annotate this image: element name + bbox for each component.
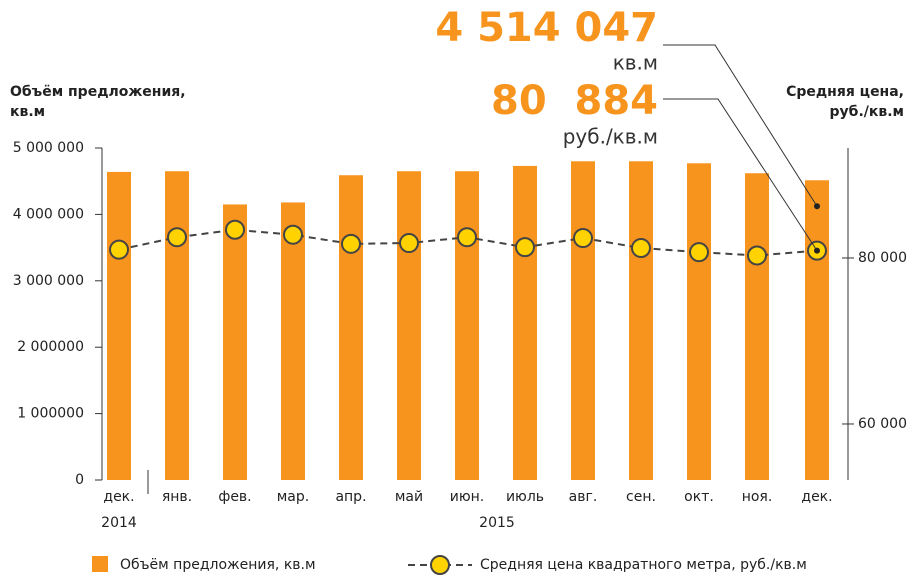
legend-label: Средняя цена квадратного метра, руб./кв.…: [480, 557, 807, 573]
bar: [281, 202, 305, 480]
x-tick-label: апр.: [335, 489, 366, 505]
y-tick-label: 4 000 000: [13, 206, 84, 222]
year-label: 2015: [479, 515, 515, 531]
bar: [571, 161, 595, 480]
x-tick-label: окт.: [684, 489, 714, 505]
x-tick-label: сен.: [626, 489, 656, 505]
y2-tick-label: 60 000: [858, 416, 907, 432]
line-point: [399, 233, 419, 254]
annotation-unit: руб./кв.м: [563, 125, 658, 149]
bar: [629, 161, 653, 480]
line-point: [747, 245, 767, 266]
year-label: 2014: [101, 515, 137, 531]
y2-axis-label: Средняя цена,: [786, 84, 904, 100]
y2-tick-label: 80 000: [858, 250, 907, 266]
bar: [397, 171, 421, 481]
y-tick-label: 1 000000: [17, 406, 84, 422]
line-point: [283, 224, 303, 245]
line-point: [341, 233, 361, 254]
x-tick-label: май: [395, 489, 423, 505]
annotation-dot: [814, 247, 820, 254]
bar: [165, 171, 189, 481]
x-tick-label: янв.: [162, 489, 192, 505]
annotation-dot: [814, 203, 820, 210]
annotation-value: 80 884: [491, 78, 658, 124]
y-tick-label: 0: [75, 472, 84, 488]
x-tick-label: фев.: [218, 489, 251, 505]
bar: [223, 204, 247, 480]
annotation-unit: кв.м: [613, 51, 658, 75]
x-tick-label: авг.: [569, 489, 598, 505]
line-point: [225, 219, 245, 240]
annotation-leader: [663, 44, 818, 207]
y-tick-label: 3 000 000: [13, 273, 84, 289]
line-point: [573, 228, 593, 249]
bar: [107, 171, 131, 481]
line-point: [631, 238, 651, 259]
x-tick-label: июль: [506, 489, 544, 505]
y-tick-label: 5 000 000: [13, 140, 84, 156]
legend-swatch: [92, 556, 108, 572]
line-point: [109, 239, 129, 260]
x-tick-label: дек.: [801, 489, 832, 505]
x-tick-label: мар.: [277, 489, 309, 505]
bar: [455, 171, 479, 481]
line-point: [515, 237, 535, 258]
legend-marker: [430, 555, 450, 575]
bar: [745, 173, 769, 480]
line-point: [167, 227, 187, 248]
annotation-value: 4 514 047: [435, 5, 658, 51]
line-point: [689, 242, 709, 263]
bar: [339, 175, 363, 480]
x-tick-label: дек.: [103, 489, 134, 505]
y2-axis-label: руб./кв.м: [830, 104, 904, 120]
y-axis-label: Объём предложения,: [10, 84, 186, 100]
bar: [513, 165, 537, 481]
y-axis-label: кв.м: [10, 104, 45, 120]
x-tick-label: июн.: [450, 489, 485, 505]
bar: [805, 180, 829, 480]
annotation-leader: [663, 98, 818, 251]
legend-label: Объём предложения, кв.м: [120, 557, 316, 573]
x-tick-label: ноя.: [742, 489, 773, 505]
bar: [687, 163, 711, 480]
line-point: [457, 227, 477, 248]
y-tick-label: 2 000000: [17, 339, 84, 355]
